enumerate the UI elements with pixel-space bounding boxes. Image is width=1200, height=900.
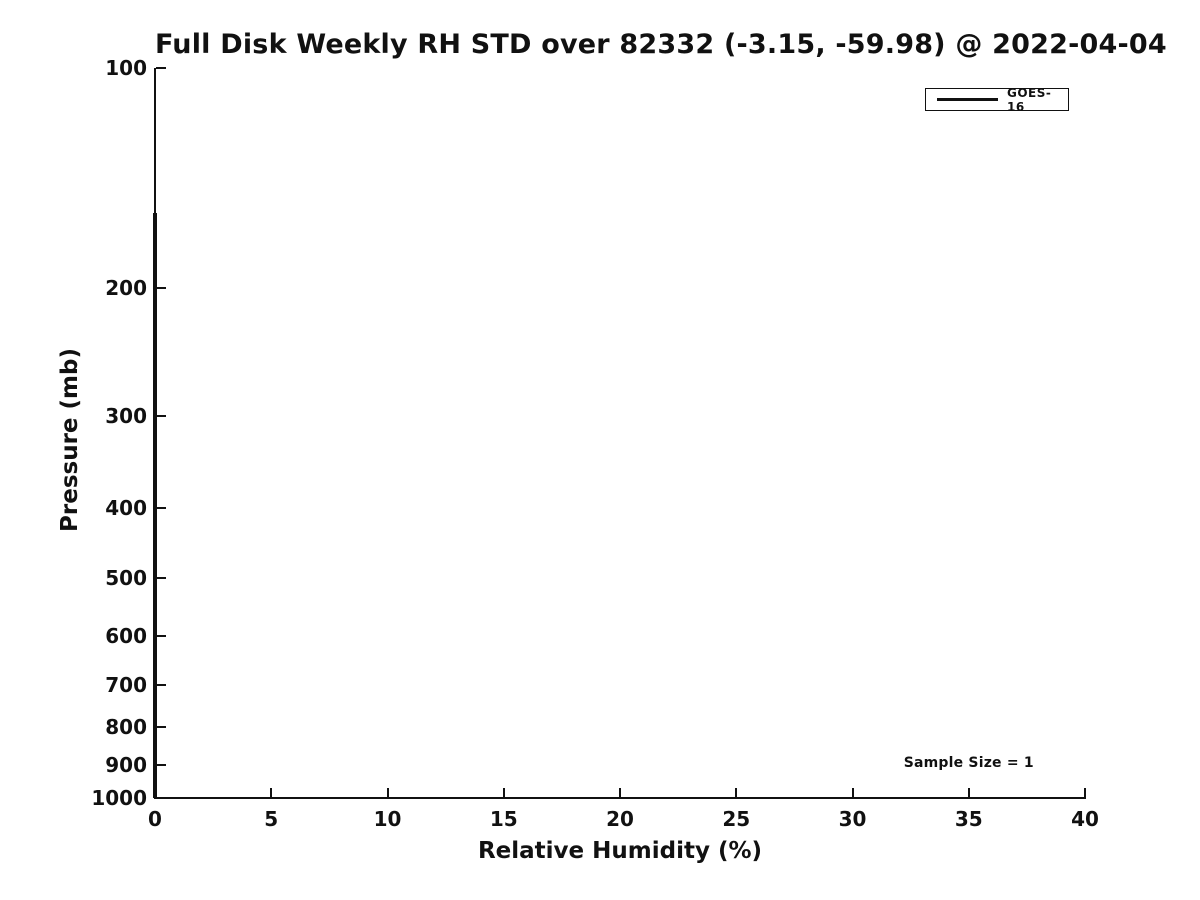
y-tick-mark	[156, 683, 166, 686]
x-tick-mark	[154, 788, 156, 798]
y-tick-label: 1000	[91, 786, 147, 810]
y-tick-label: 200	[105, 275, 147, 300]
x-tick-label: 30	[838, 807, 867, 831]
x-tick-mark	[386, 788, 389, 798]
y-tick-label: 600	[105, 624, 147, 649]
x-tick-mark	[851, 788, 854, 798]
chart-title: Full Disk Weekly RH STD over 82332 (-3.1…	[155, 29, 1167, 60]
x-tick-mark	[1084, 788, 1086, 798]
y-tick-mark	[156, 577, 166, 580]
y-tick-label: 400	[105, 495, 147, 520]
y-tick-label: 300	[105, 404, 147, 429]
x-tick-label: 0	[148, 807, 162, 831]
y-axis-label: Pressure (mb)	[57, 348, 83, 532]
x-tick-mark	[502, 788, 505, 798]
x-tick-label: 15	[489, 807, 518, 831]
x-axis-spine	[154, 797, 1086, 799]
y-tick-label: 700	[105, 672, 147, 697]
y-tick-label: 100	[105, 56, 147, 80]
x-tick-label: 25	[722, 807, 751, 831]
y-tick-mark	[156, 415, 166, 418]
x-tick-mark	[967, 788, 970, 798]
y-tick-mark	[156, 286, 166, 289]
x-tick-label: 40	[1071, 807, 1099, 831]
legend-line-sample	[937, 98, 998, 101]
x-axis-label: Relative Humidity (%)	[477, 838, 763, 864]
legend: GOES-16	[925, 85, 1069, 114]
y-tick-mark	[156, 506, 166, 509]
y-tick-mark	[156, 797, 166, 799]
x-tick-label: 35	[954, 807, 983, 831]
x-tick-label: 20	[606, 807, 634, 831]
y-tick-label: 800	[105, 715, 147, 740]
sample-size-annotation: Sample Size = 1	[903, 754, 1034, 771]
x-tick-mark	[270, 788, 273, 798]
x-tick-mark	[619, 788, 621, 798]
y-tick-mark	[156, 763, 166, 766]
y-tick-mark	[156, 635, 166, 638]
x-tick-mark	[735, 788, 738, 798]
y-tick-mark	[156, 67, 166, 69]
y-axis-spine	[154, 68, 156, 798]
y-tick-label: 900	[105, 752, 147, 777]
x-tick-label: 10	[373, 807, 402, 831]
legend-label: GOES-16	[1006, 85, 1052, 114]
x-tick-label: 5	[264, 807, 279, 831]
y-tick-mark	[156, 726, 166, 729]
y-tick-label: 500	[105, 566, 147, 591]
